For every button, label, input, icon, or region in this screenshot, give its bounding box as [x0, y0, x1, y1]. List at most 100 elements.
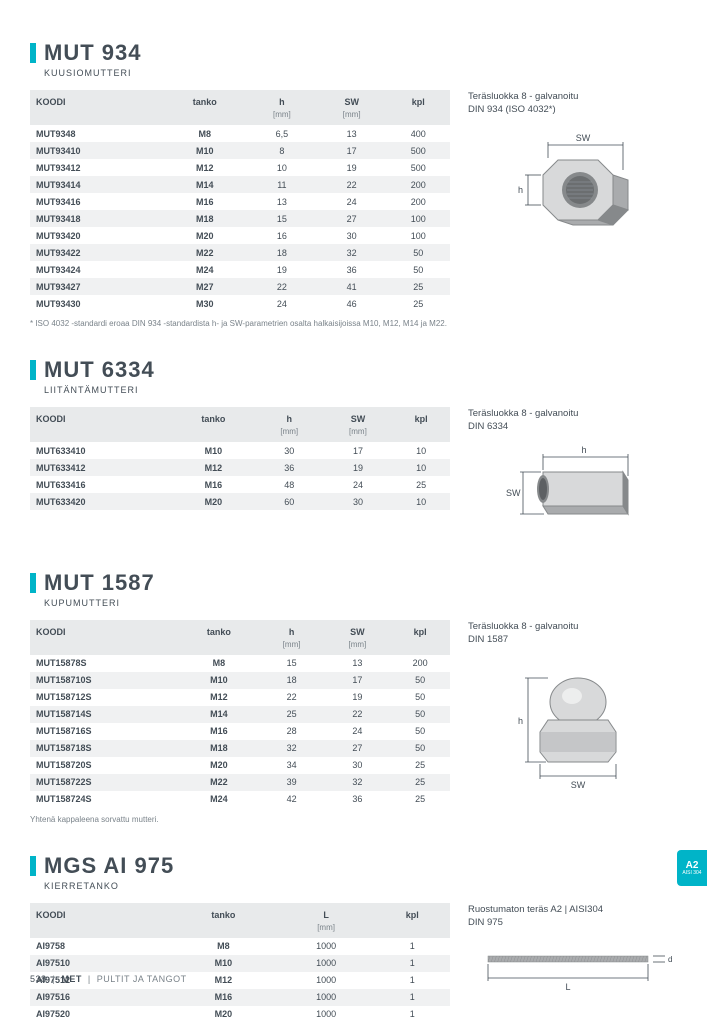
table-row: MUT158718SM18322750: [30, 740, 450, 757]
table-row: MUT93430M30244625: [30, 295, 450, 312]
table-cell: 24: [324, 476, 393, 493]
table-cell: AI97516: [30, 989, 169, 1006]
table-row: MUT93427M27224125: [30, 278, 450, 295]
table-cell: 22: [324, 706, 390, 723]
table-cell: 200: [387, 176, 450, 193]
section-title: MUT 1587: [44, 570, 155, 596]
table-cell: 1000: [278, 955, 375, 972]
table-cell: 30: [324, 757, 390, 774]
table-cell: 15: [259, 655, 325, 672]
table-cell: 27: [317, 210, 387, 227]
svg-text:d: d: [668, 955, 672, 964]
table-row: MUT93414M141122200: [30, 176, 450, 193]
spec-table: KOODItankoLkpl[mm]AI9758M810001AI97510M1…: [30, 903, 450, 1023]
table-unit: [mm]: [317, 110, 387, 125]
svg-text:SW: SW: [575, 133, 590, 143]
table-cell: 36: [324, 791, 390, 808]
product-diagram: h SW: [468, 442, 677, 542]
table-cell: 22: [247, 278, 317, 295]
table-cell: 1: [374, 955, 450, 972]
table-row: MUT633416M16482425: [30, 476, 450, 493]
table-row: MUT158720SM20343025: [30, 757, 450, 774]
table-unit: [387, 110, 450, 125]
table-header: h: [247, 90, 317, 110]
table-cell: 1000: [278, 972, 375, 989]
table-unit: [30, 110, 163, 125]
table-cell: MUT93427: [30, 278, 163, 295]
table-cell: 50: [390, 689, 450, 706]
table-cell: M20: [179, 757, 259, 774]
footer-rest: PULTIT JA TANGOT: [97, 974, 187, 984]
table-cell: 400: [387, 125, 450, 142]
table-cell: 50: [390, 723, 450, 740]
table-cell: M20: [163, 227, 247, 244]
table-cell: 100: [387, 210, 450, 227]
product-section: MUT 1587KUPUMUTTERIKOODItankohSWkpl[mm][…: [30, 570, 677, 825]
table-cell: 50: [387, 261, 450, 278]
table-cell: 27: [324, 740, 390, 757]
table-unit: [172, 427, 255, 442]
table-cell: M20: [169, 1006, 278, 1023]
table-cell: M30: [163, 295, 247, 312]
material-badge: A2 AISI 304: [677, 850, 707, 886]
table-cell: M12: [172, 459, 255, 476]
table-unit: [169, 923, 278, 938]
table-cell: 16: [247, 227, 317, 244]
table-cell: 50: [390, 740, 450, 757]
table-cell: MUT158710S: [30, 672, 179, 689]
table-cell: 60: [255, 493, 324, 510]
table-cell: MUT158724S: [30, 791, 179, 808]
table-cell: 34: [259, 757, 325, 774]
table-row: MUT9348M86,513400: [30, 125, 450, 142]
table-cell: 30: [317, 227, 387, 244]
table-cell: MUT93418: [30, 210, 163, 227]
table-cell: 42: [259, 791, 325, 808]
table-cell: MUT93430: [30, 295, 163, 312]
table-cell: 19: [317, 159, 387, 176]
table-cell: MUT93420: [30, 227, 163, 244]
section-marker: [30, 573, 36, 593]
table-header: kpl: [387, 90, 450, 110]
table-row: MUT633410M10301710: [30, 442, 450, 459]
table-cell: 39: [259, 774, 325, 791]
table-cell: M20: [172, 493, 255, 510]
table-cell: 1000: [278, 938, 375, 955]
table-cell: M12: [163, 159, 247, 176]
table-cell: 19: [324, 689, 390, 706]
product-diagram: h SW: [468, 654, 677, 794]
table-cell: 24: [247, 295, 317, 312]
footnote: * ISO 4032 -standardi eroaa DIN 934 -sta…: [30, 318, 450, 329]
svg-text:h: h: [518, 185, 523, 195]
table-unit: [374, 923, 450, 938]
table-row: MUT15878SM81513200: [30, 655, 450, 672]
table-cell: M10: [172, 442, 255, 459]
table-cell: M8: [163, 125, 247, 142]
table-header: tanko: [179, 620, 259, 640]
table-cell: M14: [179, 706, 259, 723]
table-cell: 25: [259, 706, 325, 723]
section-subtitle: KUUSIOMUTTERI: [44, 68, 677, 78]
table-cell: 25: [390, 774, 450, 791]
table-cell: 22: [259, 689, 325, 706]
table-row: MUT158722SM22393225: [30, 774, 450, 791]
table-cell: 24: [317, 193, 387, 210]
table-cell: MUT158714S: [30, 706, 179, 723]
table-cell: M16: [179, 723, 259, 740]
table-cell: 500: [387, 159, 450, 176]
table-cell: 25: [392, 476, 450, 493]
table-cell: MUT158722S: [30, 774, 179, 791]
table-cell: 17: [324, 672, 390, 689]
table-cell: MUT633412: [30, 459, 172, 476]
section-subtitle: KIERRETANKO: [44, 881, 677, 891]
table-cell: MUT93412: [30, 159, 163, 176]
table-cell: 19: [247, 261, 317, 278]
table-row: MUT93424M24193650: [30, 261, 450, 278]
table-cell: 32: [259, 740, 325, 757]
table-cell: 41: [317, 278, 387, 295]
table-cell: 50: [387, 244, 450, 261]
table-unit: [30, 923, 169, 938]
table-header: tanko: [163, 90, 247, 110]
hexnut-diagram: SW h: [488, 125, 658, 255]
table-cell: 200: [387, 193, 450, 210]
table-cell: 19: [324, 459, 393, 476]
